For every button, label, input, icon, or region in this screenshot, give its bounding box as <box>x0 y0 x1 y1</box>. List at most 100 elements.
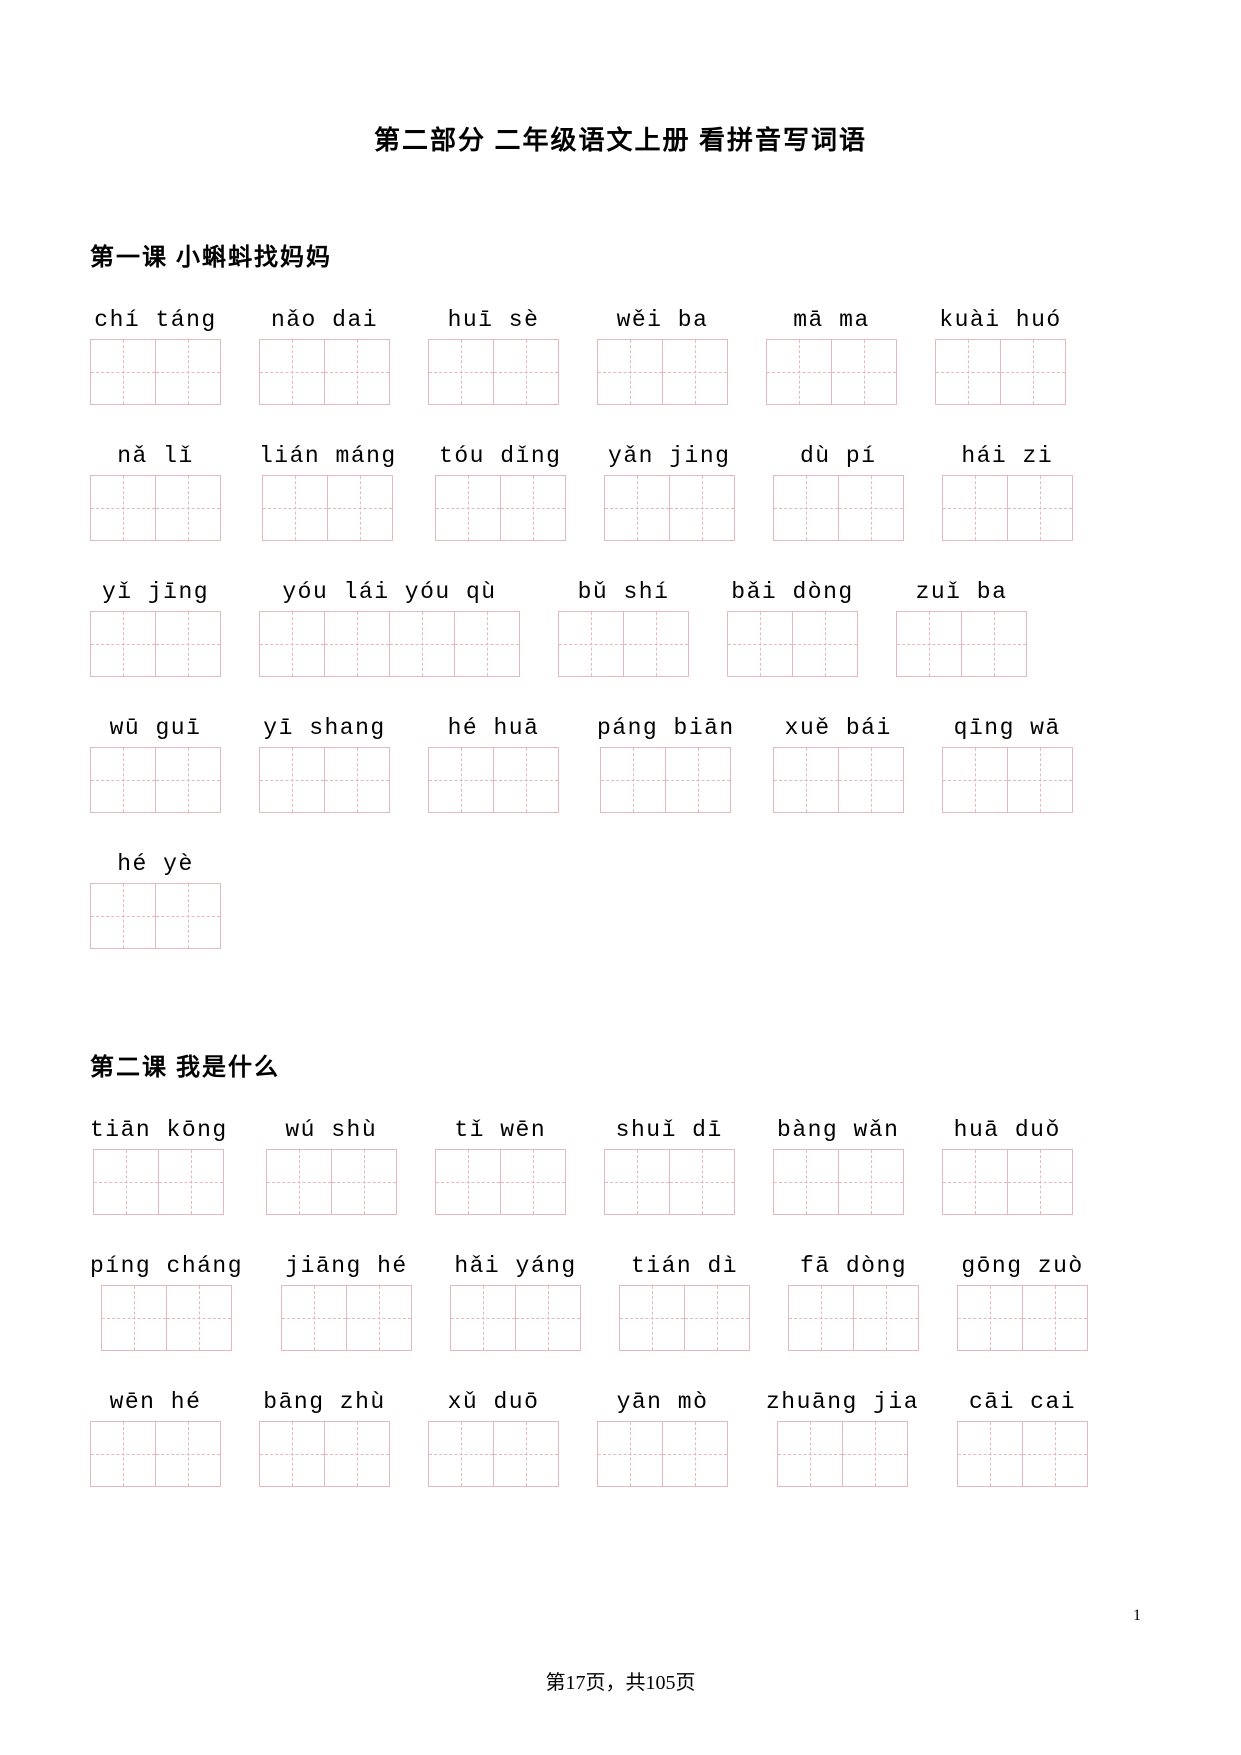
char-box <box>957 1421 1023 1487</box>
word-item: chí táng <box>90 307 221 405</box>
char-boxes <box>90 339 221 405</box>
char-box <box>155 747 221 813</box>
char-box <box>158 1149 224 1215</box>
pinyin-label: tiān kōng <box>90 1117 228 1143</box>
word-item: páng biān <box>597 715 735 813</box>
word-item: yǎn jing <box>604 443 735 541</box>
char-box <box>961 611 1027 677</box>
word-item: hé yè <box>90 851 221 949</box>
char-boxes <box>896 611 1027 677</box>
pinyin-label: xuě bái <box>785 715 892 741</box>
char-box <box>604 1149 670 1215</box>
word-item: tǐ wēn <box>435 1117 566 1215</box>
char-box <box>773 475 839 541</box>
char-box <box>942 475 1008 541</box>
pinyin-label: tián dì <box>631 1253 738 1279</box>
char-box <box>935 339 1001 405</box>
word-item: xǔ duō <box>428 1389 559 1487</box>
char-boxes <box>281 1285 412 1351</box>
char-box <box>324 339 390 405</box>
page-number-small: 1 <box>1133 1607 1141 1625</box>
char-box <box>155 1421 221 1487</box>
word-item: zuǐ ba <box>896 579 1027 677</box>
char-box <box>500 1149 566 1215</box>
word-item: wū guī <box>90 715 221 813</box>
pinyin-label: hǎi yáng <box>454 1253 576 1279</box>
pinyin-label: tóu dǐng <box>439 443 561 469</box>
page-title: 第二部分 二年级语文上册 看拼音写词语 <box>90 120 1151 157</box>
word-item: bǔ shí <box>558 579 689 677</box>
char-box <box>327 475 393 541</box>
char-box <box>259 747 325 813</box>
char-box <box>155 611 221 677</box>
char-boxes <box>619 1285 750 1351</box>
pinyin-label: yǎn jing <box>608 443 730 469</box>
char-box <box>259 1421 325 1487</box>
char-box <box>1007 1149 1073 1215</box>
char-box <box>101 1285 167 1351</box>
pinyin-label: gōng zuò <box>961 1253 1083 1279</box>
char-box <box>90 339 156 405</box>
char-box <box>669 475 735 541</box>
char-box <box>662 339 728 405</box>
char-boxes <box>266 1149 397 1215</box>
char-boxes <box>262 475 393 541</box>
char-box <box>262 475 328 541</box>
pinyin-label: kuài huó <box>939 307 1061 333</box>
pinyin-label: bǎi dòng <box>731 579 853 605</box>
pinyin-label: huī sè <box>448 307 540 333</box>
char-box <box>428 1421 494 1487</box>
char-box <box>669 1149 735 1215</box>
char-boxes <box>259 611 520 677</box>
char-boxes <box>450 1285 581 1351</box>
word-item: yǐ jīng <box>90 579 221 677</box>
char-boxes <box>766 339 897 405</box>
char-box <box>773 1149 839 1215</box>
pinyin-label: jiāng hé <box>285 1253 407 1279</box>
char-box <box>1022 1285 1088 1351</box>
lesson-title: 第二课 我是什么 <box>90 1047 1151 1082</box>
section-gap <box>90 987 1151 1047</box>
pinyin-label: huā duǒ <box>954 1117 1061 1143</box>
char-box <box>665 747 731 813</box>
word-item: dù pí <box>773 443 904 541</box>
char-box <box>684 1285 750 1351</box>
pinyin-label: zuǐ ba <box>916 579 1008 605</box>
char-box <box>766 339 832 405</box>
char-box <box>842 1421 908 1487</box>
char-box <box>619 1285 685 1351</box>
char-box <box>773 747 839 813</box>
char-box <box>597 339 663 405</box>
char-box <box>90 747 156 813</box>
pinyin-label: zhuāng jia <box>766 1389 919 1415</box>
char-box <box>853 1285 919 1351</box>
pinyin-label: yǐ jīng <box>102 579 209 605</box>
word-row: wū guīyī shanghé huāpáng biānxuě báiqīng… <box>90 715 1151 813</box>
char-boxes <box>942 475 1073 541</box>
char-boxes <box>90 1421 221 1487</box>
page-number-footer: 第17页，共105页 <box>0 1666 1241 1695</box>
char-box <box>259 339 325 405</box>
pinyin-label: bāng zhù <box>263 1389 385 1415</box>
char-box <box>838 475 904 541</box>
char-box <box>90 475 156 541</box>
char-box <box>500 475 566 541</box>
char-boxes <box>777 1421 908 1487</box>
word-item: huā duǒ <box>942 1117 1073 1215</box>
char-box <box>792 611 858 677</box>
pinyin-label: xǔ duō <box>448 1389 540 1415</box>
word-item: mā ma <box>766 307 897 405</box>
char-boxes <box>435 475 566 541</box>
word-item: píng cháng <box>90 1253 243 1351</box>
word-item: tóu dǐng <box>435 443 566 541</box>
pinyin-label: hái zi <box>961 443 1053 469</box>
char-box <box>493 747 559 813</box>
word-item: shuǐ dī <box>604 1117 735 1215</box>
word-item: bàng wǎn <box>773 1117 904 1215</box>
char-box <box>493 1421 559 1487</box>
pinyin-label: lián máng <box>259 443 397 469</box>
char-boxes <box>597 1421 728 1487</box>
char-box <box>428 747 494 813</box>
pinyin-label: tǐ wēn <box>454 1117 546 1143</box>
char-box <box>597 1421 663 1487</box>
